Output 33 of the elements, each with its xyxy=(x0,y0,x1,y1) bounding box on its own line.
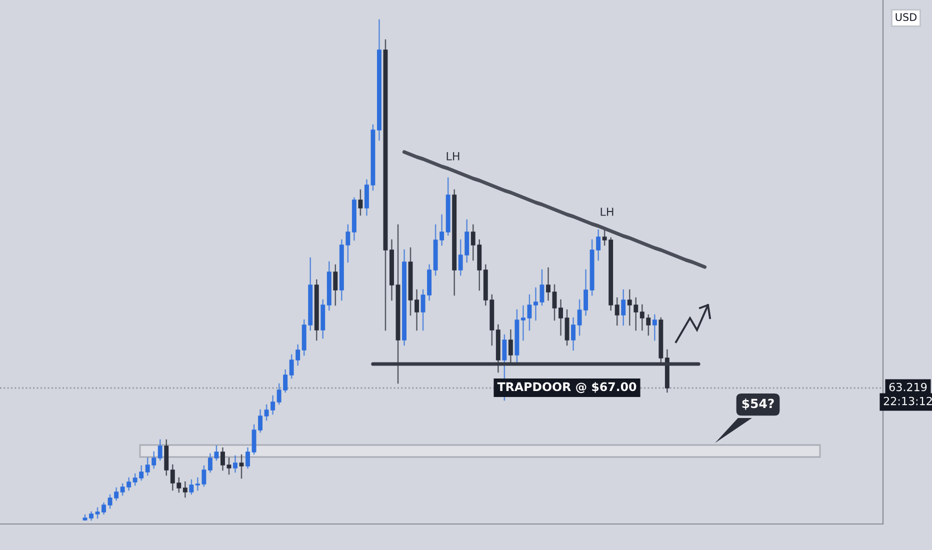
candlestick xyxy=(164,439,169,476)
text: USD xyxy=(896,13,917,22)
candlestick xyxy=(239,454,244,479)
candlestick xyxy=(358,189,363,216)
candlestick xyxy=(652,314,657,341)
candlestick xyxy=(558,299,563,336)
candlestick xyxy=(246,447,250,469)
candlestick xyxy=(102,502,106,515)
candlestick xyxy=(252,424,256,455)
candlestick xyxy=(533,287,538,321)
candlestick xyxy=(182,481,188,498)
candlestick xyxy=(564,309,570,346)
candlestick xyxy=(158,439,162,461)
candlestick xyxy=(621,289,626,326)
candlestick xyxy=(189,479,194,495)
candlestick xyxy=(552,284,557,321)
candlestick xyxy=(540,269,544,306)
candlestick xyxy=(571,317,576,351)
text: 22:13:12 xyxy=(884,396,932,406)
text: $54? xyxy=(742,398,774,410)
text: 63.219 xyxy=(889,382,927,392)
annotation: LH xyxy=(446,152,460,160)
candlestick xyxy=(414,289,420,331)
candlestick xyxy=(258,409,263,433)
candlestick xyxy=(233,455,238,473)
annotation: LH xyxy=(600,208,614,216)
candlestick xyxy=(614,297,620,326)
candlestick xyxy=(333,264,338,306)
candlestick xyxy=(226,457,232,475)
candlestick xyxy=(546,267,550,301)
candlestick xyxy=(220,447,225,471)
candlestick xyxy=(95,507,100,519)
annotation: TRAPDOOR @ $67.00 xyxy=(497,382,636,394)
